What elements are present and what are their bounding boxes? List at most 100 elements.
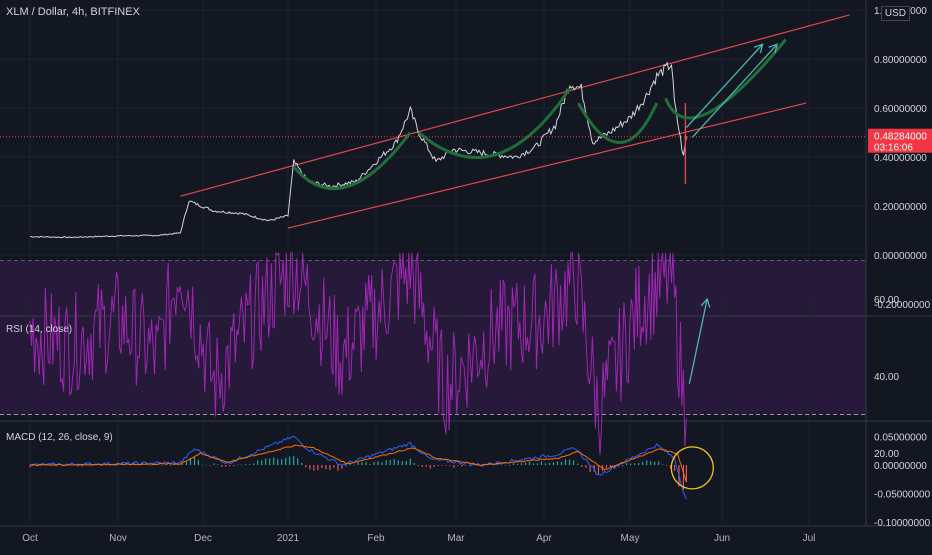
macd-histogram-bar [449,465,451,466]
macd-histogram-bar [257,460,259,465]
macd-histogram-bar [309,465,311,470]
macd-histogram-bar [233,465,235,467]
x-tick-label: Jun [714,533,730,544]
macd-histogram-bar [265,458,267,465]
macd-histogram-bar [577,463,579,465]
macd-histogram-bar [89,463,91,465]
macd-histogram-bar [409,458,411,465]
macd-histogram-bar [297,458,299,465]
macd-histogram-bar [500,464,503,465]
rsi-arrow [688,298,708,384]
y-tick-label: 0.80000000 [874,55,927,66]
last-price-tag [868,128,932,153]
x-tick-label: Apr [536,533,552,544]
x-tick-label: Jul [803,533,816,544]
macd-histogram-bar [638,462,640,465]
macd-histogram-bar [205,464,207,466]
x-tick-label: Mar [447,533,465,544]
macd-histogram-bar [381,462,383,465]
macd-histogram-bar [585,465,587,468]
macd-histogram-bar [658,461,660,465]
macd-histogram-bar [237,464,239,466]
macd-histogram-bar [277,458,279,465]
macd-histogram-bar [241,464,243,466]
macd-histogram-bar [209,465,211,466]
macd-histogram-bar [149,465,151,466]
macd-histogram-bar [201,464,203,466]
macd-histogram-bar [524,462,527,465]
macd-histogram-bar [289,456,291,465]
macd-histogram-bar [625,462,628,465]
macd-histogram-bar [185,461,188,465]
macd-histogram-bar [345,465,347,467]
macd-histogram-bar [548,462,551,465]
macd-tick-label: -0.10000000 [874,518,931,529]
macd-histogram-bar [197,459,200,465]
macd-histogram-bar [673,465,676,471]
target-arrow [685,43,764,129]
x-tick-label: 2021 [277,533,300,544]
macd-histogram-bar [544,463,547,465]
macd-histogram-bar [516,464,519,465]
macd-tick-label: 0.00000000 [874,461,927,472]
macd-histogram-bar [253,463,255,465]
macd-histogram-bar [621,465,624,467]
macd-histogram-bar [536,463,539,465]
macd-histogram-bar [85,463,87,465]
y-tick-label: 0.00000000 [874,251,927,262]
cup-arc [664,38,787,120]
rsi-pane-label: RSI (14, close) [6,324,73,335]
rsi-tick-label: 40.00 [874,372,899,383]
macd-histogram-bar [341,465,343,469]
macd-histogram-bar [461,465,463,467]
macd-histogram-bar [41,463,43,465]
macd-histogram-bar [321,465,323,468]
last-price-value: 0.48284000 [874,132,927,143]
macd-histogram-bar [217,464,219,465]
macd-histogram-bar [512,463,515,465]
macd-histogram-bar [337,465,339,471]
macd-histogram-bar [560,461,563,465]
macd-histogram-bar [492,464,495,466]
macd-histogram-bar [425,465,427,467]
macd-histogram-bar [556,461,559,465]
upper-channel-line [180,14,850,197]
macd-histogram-bar [564,459,567,465]
macd-histogram-bar [313,465,315,471]
x-tick-label: Nov [109,533,127,544]
macd-histogram-bar [389,459,391,465]
macd-histogram-bar [117,464,119,465]
macd-histogram-bar [654,461,656,465]
macd-histogram-bar [125,464,127,466]
target-arrow-head [753,43,764,54]
macd-histogram-bar [540,461,543,465]
macd-histogram-bar [650,461,652,465]
macd-histogram-bar [333,465,335,468]
macd-histogram-bar [496,463,499,465]
rsi-tick-label: 20.00 [874,449,899,460]
macd-histogram-bar [662,464,664,465]
macd-histogram-bar [669,465,672,469]
macd-histogram-bar [445,465,447,466]
rsi-tick-label: 60.00 [874,295,899,306]
cup-arc [577,102,659,145]
macd-histogram-bar [504,465,507,466]
macd-histogram-bar [666,465,668,466]
macd-histogram-bar [377,461,379,465]
target-arrow [691,43,778,138]
macd-histogram-bar [29,465,31,467]
currency-badge[interactable]: USD [880,6,910,21]
macd-histogram-bar [221,465,223,467]
macd-histogram-bar [646,460,648,465]
macd-tick-label: 0.05000000 [874,433,927,444]
macd-histogram-bar [353,464,355,466]
macd-histogram-bar [437,465,439,467]
macd-tick-label: -0.05000000 [874,490,931,501]
y-tick-label: 0.20000000 [874,202,927,213]
rsi-arrow-head [700,297,711,308]
macd-histogram-bar [568,459,571,465]
macd-histogram-bar [605,465,608,469]
macd-histogram-bar [325,465,327,470]
macd-histogram-bar [189,458,192,465]
